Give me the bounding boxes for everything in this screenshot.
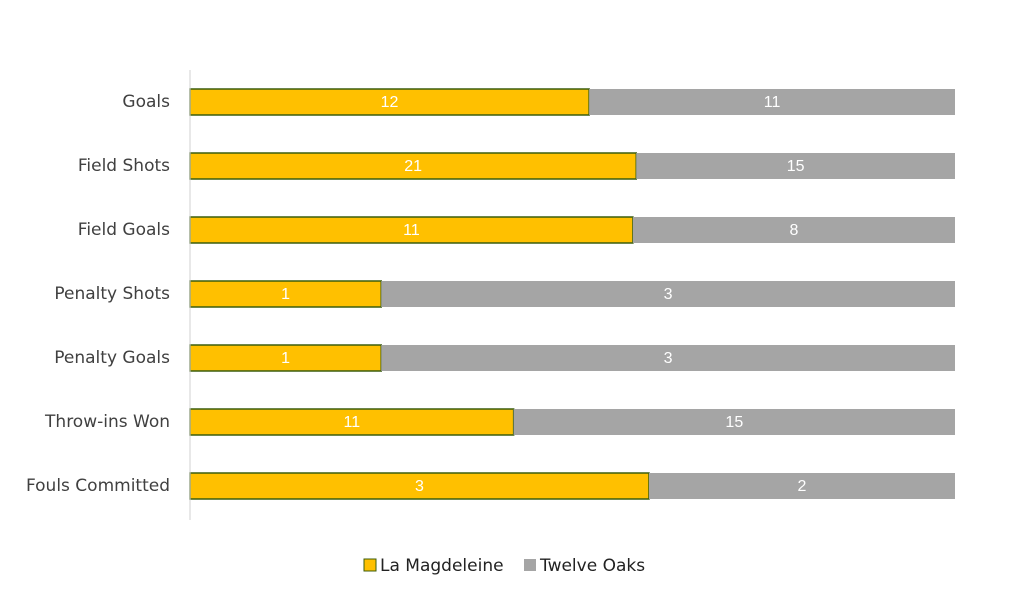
legend-label: Twelve Oaks <box>539 556 645 576</box>
legend-swatch <box>524 559 536 571</box>
data-label: 12 <box>381 94 399 111</box>
y-tick-label: Field Goals <box>78 220 170 240</box>
y-tick-label: Fouls Committed <box>26 476 170 496</box>
data-label: 1 <box>281 286 290 303</box>
data-label: 3 <box>664 350 673 367</box>
data-label: 3 <box>415 478 424 495</box>
bar-segment <box>636 153 955 179</box>
bar-segment <box>189 280 382 308</box>
bar-segment <box>589 89 955 115</box>
bar-segment <box>189 152 637 180</box>
data-label: 11 <box>764 94 781 111</box>
y-tick-label: Goals <box>122 92 170 112</box>
data-label: 11 <box>403 222 420 239</box>
data-label: 8 <box>789 222 798 239</box>
bar-segment <box>189 408 515 436</box>
data-label: 1 <box>281 350 290 367</box>
data-label: 3 <box>664 286 673 303</box>
bar-segment <box>513 409 955 435</box>
data-label: 15 <box>725 414 743 431</box>
y-tick-label: Penalty Shots <box>54 284 170 304</box>
bar-segment <box>381 281 955 307</box>
y-tick-label: Penalty Goals <box>54 348 170 368</box>
data-label: 15 <box>787 158 805 175</box>
bar-segment <box>649 473 955 499</box>
data-label: 11 <box>344 414 361 431</box>
y-tick-label: Field Shots <box>78 156 170 176</box>
data-label: 2 <box>798 478 807 495</box>
bar-segment <box>381 345 955 371</box>
legend-swatch <box>363 558 377 572</box>
bar-segment <box>632 217 955 243</box>
bar-segment <box>189 344 382 372</box>
y-tick-label: Throw-ins Won <box>44 412 170 432</box>
data-label: 21 <box>404 158 422 175</box>
legend-label: La Magdeleine <box>380 556 504 576</box>
